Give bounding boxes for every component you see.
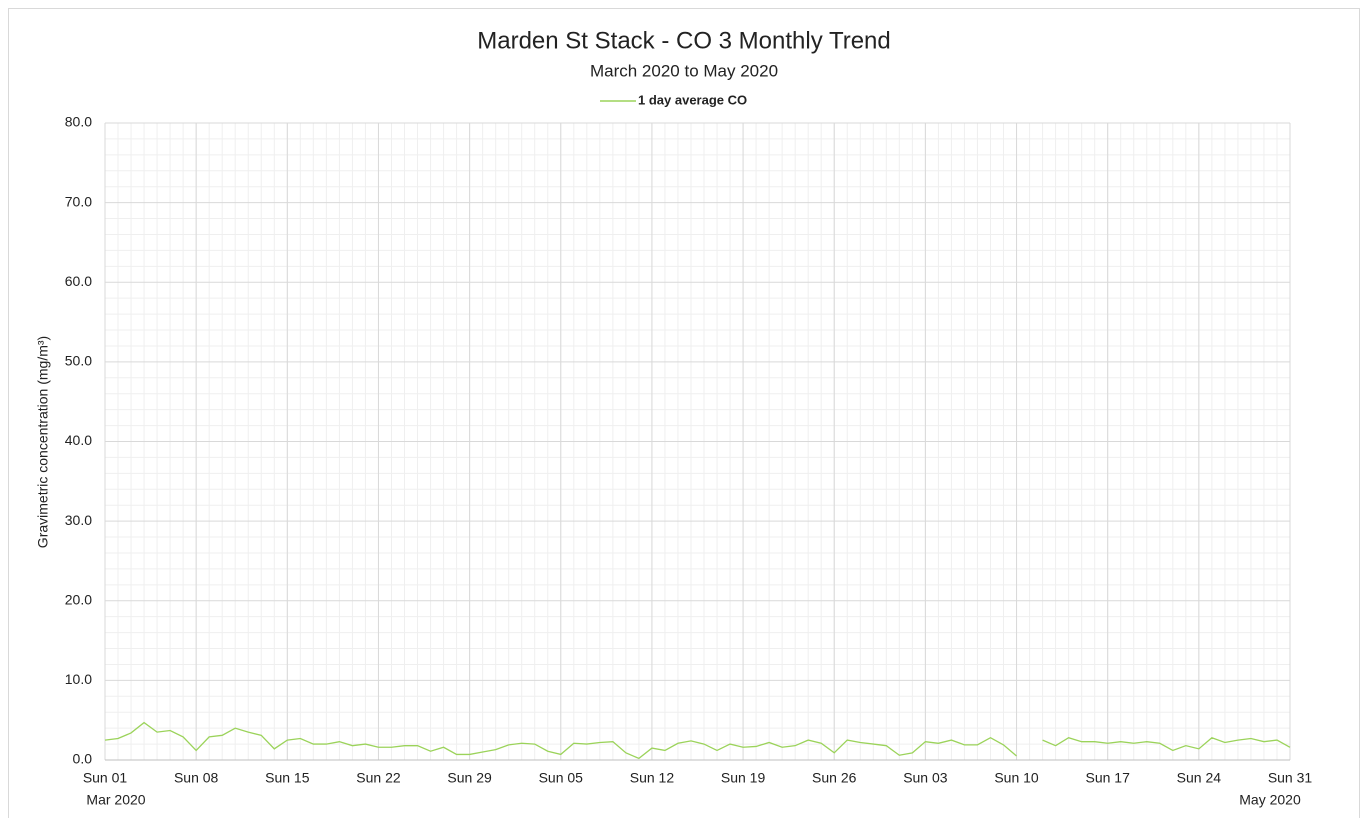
y-tick-label: 50.0 [65,353,92,369]
y-tick-label: 70.0 [65,193,92,209]
y-axis-label: Gravimetric concentration (mg/m³) [35,336,51,548]
chart-frame [8,8,1360,818]
x-tick-label: Sun 29 [447,770,492,786]
x-tick-label: Sun 05 [539,770,584,786]
x-tick-label: Sun 26 [812,770,857,786]
y-tick-label: 10.0 [65,671,92,687]
chart-title: Marden St Stack - CO 3 Monthly Trend [477,27,891,54]
data-line [104,721,1291,760]
legend-label: 1 day average CO [638,92,747,107]
x-tick-label: Sun 24 [1177,770,1222,786]
x-tick-label: Sun 10 [994,770,1039,786]
x-tick-label: Sun 01 [83,770,128,786]
x-tick-label: Sun 31 [1268,770,1313,786]
chart-subtitle: March 2020 to May 2020 [590,61,778,80]
y-tick-label: 60.0 [65,273,92,289]
x-group-label: Mar 2020 [86,792,145,808]
x-tick-label: Sun 12 [630,770,675,786]
x-tick-label: Sun 19 [721,770,766,786]
y-tick-label: 30.0 [65,512,92,528]
x-tick-label: Sun 22 [356,770,401,786]
x-tick-label: Sun 08 [174,770,219,786]
y-tick-label: 80.0 [65,114,92,130]
x-group-label: May 2020 [1239,792,1301,808]
y-tick-label: 20.0 [65,591,92,607]
y-tick-label: 0.0 [73,751,93,767]
x-tick-label: Sun 03 [903,770,948,786]
x-tick-label: Sun 15 [265,770,310,786]
x-tick-label: Sun 17 [1086,770,1131,786]
y-tick-label: 40.0 [65,432,92,448]
